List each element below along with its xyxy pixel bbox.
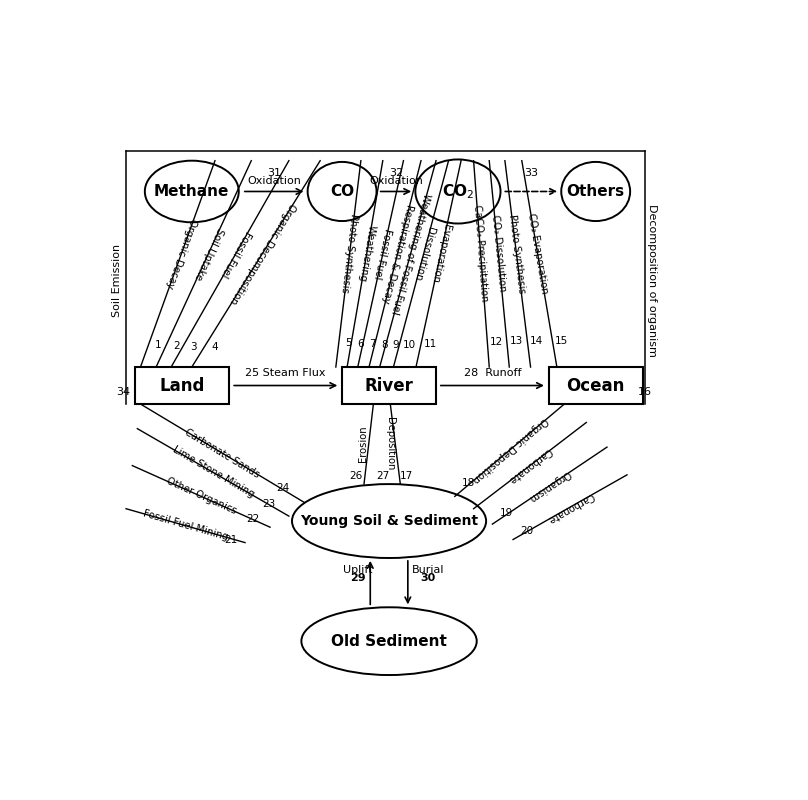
Text: Weathering of Fossil Fuel: Weathering of Fossil Fuel (389, 192, 431, 315)
Text: 14: 14 (530, 336, 544, 346)
Text: Erosion: Erosion (359, 426, 368, 462)
Text: 31: 31 (267, 168, 281, 178)
Text: 34: 34 (116, 386, 131, 397)
Text: 33: 33 (524, 168, 538, 178)
Text: Photo Synthesis: Photo Synthesis (507, 214, 526, 294)
Text: Oxidation: Oxidation (369, 176, 423, 186)
Text: 16: 16 (638, 386, 651, 397)
Text: Fossil Fuel: Fossil Fuel (372, 227, 393, 280)
Text: Lime Stone Mining: Lime Stone Mining (170, 445, 255, 500)
Text: Organic Deposition: Organic Deposition (470, 415, 549, 485)
Text: 30: 30 (420, 574, 436, 583)
Text: 2: 2 (173, 341, 179, 351)
Text: Respiration & Decay: Respiration & Decay (381, 203, 415, 304)
Text: 15: 15 (555, 336, 569, 346)
Text: CO₂ Evaporation: CO₂ Evaporation (526, 213, 549, 294)
Text: Organic Decay: Organic Decay (164, 218, 199, 290)
Text: 25 Steam Flux: 25 Steam Flux (246, 368, 326, 378)
Text: 32: 32 (389, 168, 403, 178)
Text: 22: 22 (246, 514, 259, 524)
Text: Old Sediment: Old Sediment (331, 634, 447, 649)
Text: 27: 27 (377, 471, 389, 481)
Text: Deposition: Deposition (385, 418, 395, 470)
Text: 23: 23 (263, 498, 276, 509)
Text: 17: 17 (400, 471, 413, 481)
Text: Carbonate: Carbonate (507, 446, 553, 486)
Text: Dissolution: Dissolution (412, 226, 436, 282)
Text: Burial: Burial (411, 566, 444, 575)
Text: 11: 11 (424, 339, 437, 350)
Text: CO: CO (330, 184, 354, 199)
Text: Soil Emission: Soil Emission (112, 244, 122, 318)
Text: 26: 26 (349, 471, 363, 481)
Text: 28  Runoff: 28 Runoff (464, 368, 521, 378)
Text: 4: 4 (212, 342, 218, 352)
Text: CO$_2$: CO$_2$ (442, 182, 474, 201)
Text: Soil Uptake: Soil Uptake (192, 226, 225, 281)
Text: 13: 13 (510, 336, 523, 346)
Text: Fossil Fuel Mining: Fossil Fuel Mining (142, 509, 229, 542)
Text: 10: 10 (402, 340, 415, 350)
Text: Organic Decomposition: Organic Decomposition (228, 202, 297, 306)
Text: Carbonate: Carbonate (545, 490, 595, 524)
Text: Others: Others (566, 184, 625, 199)
Text: Ocean: Ocean (566, 377, 625, 394)
Text: Land: Land (160, 377, 205, 394)
Text: Other Organics: Other Organics (165, 476, 238, 517)
Text: 21: 21 (225, 534, 238, 545)
Text: Weathering: Weathering (357, 224, 377, 282)
Text: 18: 18 (461, 478, 475, 488)
Text: Young Soil & Sediment: Young Soil & Sediment (300, 514, 478, 528)
Text: 8: 8 (381, 339, 388, 350)
Text: Decomposition of organism: Decomposition of organism (647, 204, 657, 358)
Text: CaCO₃ Precipitation: CaCO₃ Precipitation (472, 205, 490, 302)
Text: 24: 24 (276, 483, 289, 493)
Text: Fossil Fuel: Fossil Fuel (219, 229, 253, 278)
Text: 1: 1 (155, 341, 162, 350)
Text: 29: 29 (350, 574, 365, 583)
Text: 5: 5 (345, 338, 351, 348)
Text: 19: 19 (500, 509, 513, 518)
Text: 20: 20 (520, 526, 534, 536)
Text: Evaporation: Evaporation (430, 223, 452, 284)
Text: 7: 7 (369, 339, 376, 350)
Text: Organism: Organism (527, 468, 573, 503)
Text: Uplift: Uplift (343, 566, 372, 575)
Text: CO₂ Dissolution: CO₂ Dissolution (490, 214, 507, 293)
Text: Methane: Methane (154, 184, 229, 199)
Text: Oxidation: Oxidation (247, 176, 301, 186)
Text: 9: 9 (392, 340, 399, 350)
Text: 6: 6 (357, 339, 364, 349)
Text: 12: 12 (490, 337, 503, 346)
Text: Carbonate Sands: Carbonate Sands (183, 427, 262, 480)
Text: Photo Synthesis: Photo Synthesis (340, 214, 360, 294)
Text: River: River (364, 377, 414, 394)
Text: 3: 3 (190, 342, 196, 352)
